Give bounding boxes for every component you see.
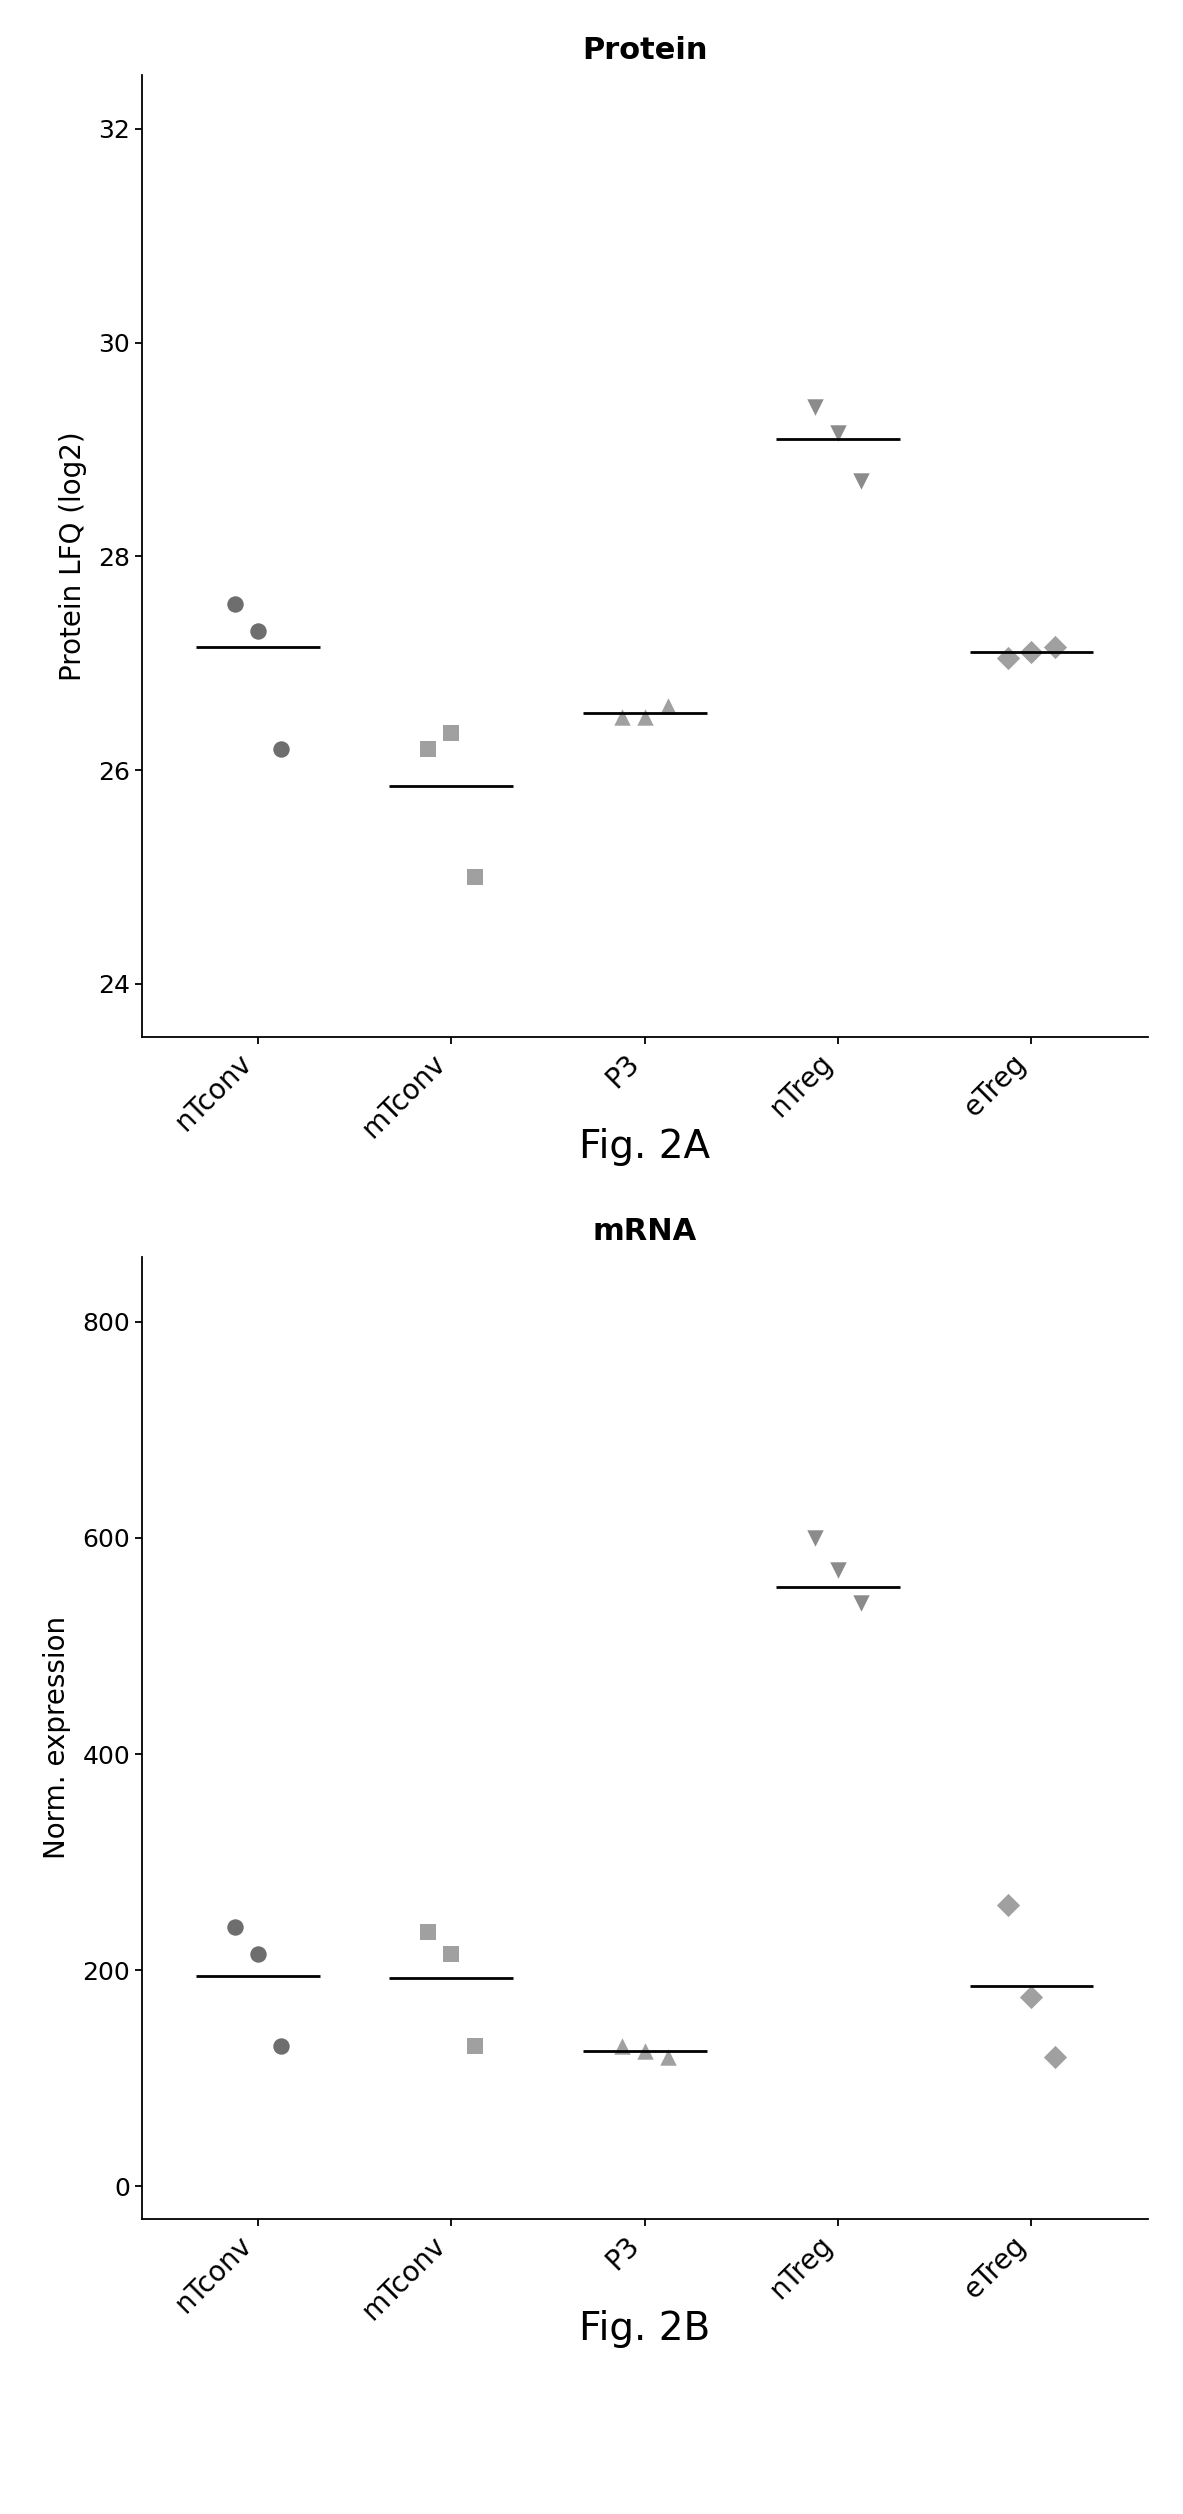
Point [998, 639, 1017, 679]
Point [852, 463, 871, 503]
Point [465, 2026, 484, 2067]
Text: Fig. 2B: Fig. 2B [580, 2310, 710, 2348]
Point [1046, 626, 1065, 666]
Point [272, 729, 291, 769]
Point [806, 387, 825, 427]
Point [248, 1933, 267, 1973]
Point [659, 2036, 678, 2077]
Title: Protein: Protein [582, 35, 707, 65]
Y-axis label: Norm. expression: Norm. expression [44, 1617, 71, 1860]
Point [248, 611, 267, 651]
Point [465, 857, 484, 897]
Point [1022, 1976, 1041, 2016]
Point [419, 1913, 438, 1953]
Point [806, 1518, 825, 1559]
Point [828, 1551, 847, 1591]
Point [442, 1933, 461, 1973]
Point [852, 1584, 871, 1624]
Point [419, 729, 438, 769]
Point [1046, 2036, 1065, 2077]
Point [635, 696, 654, 737]
Point [225, 583, 244, 623]
Point [828, 412, 847, 453]
Point [659, 686, 678, 727]
Point [225, 1908, 244, 1948]
Point [612, 2026, 631, 2067]
Point [635, 2031, 654, 2072]
Y-axis label: Protein LFQ (log2): Protein LFQ (log2) [59, 432, 88, 681]
Point [1022, 634, 1041, 674]
Point [442, 711, 461, 752]
Point [612, 696, 631, 737]
Text: Fig. 2A: Fig. 2A [580, 1129, 710, 1166]
Point [998, 1886, 1017, 1926]
Title: mRNA: mRNA [593, 1217, 697, 1247]
Point [272, 2026, 291, 2067]
